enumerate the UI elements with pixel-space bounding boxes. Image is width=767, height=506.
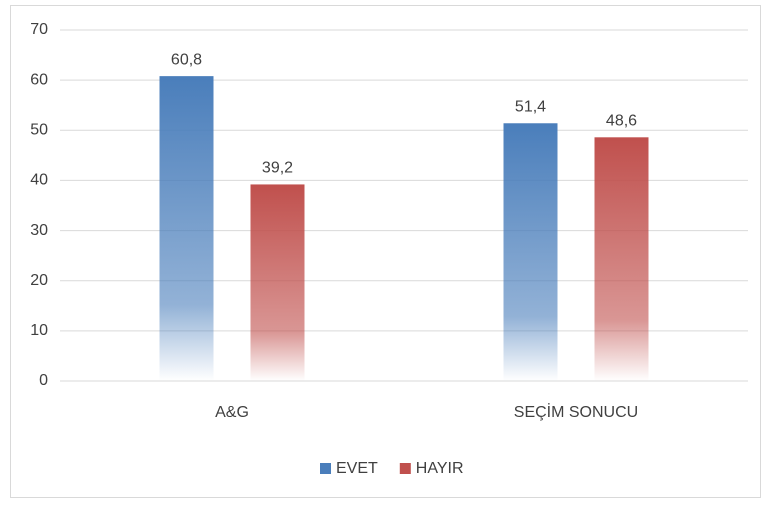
y-tick-label: 50	[30, 122, 48, 139]
y-tick-label: 40	[30, 172, 48, 189]
bar	[250, 184, 305, 381]
data-label: 60,8	[171, 51, 202, 68]
x-tick-label: SEÇİM SONUCU	[514, 402, 638, 421]
x-tick-label: A&G	[215, 404, 249, 421]
data-label: 39,2	[262, 160, 293, 177]
data-label: 51,4	[515, 98, 546, 115]
y-tick-label: 20	[30, 272, 48, 289]
y-tick-label: 60	[30, 71, 48, 88]
bar	[594, 137, 649, 381]
y-tick-label: 10	[30, 322, 48, 339]
bar	[159, 76, 214, 381]
legend-swatch	[399, 463, 411, 474]
legend-swatch	[320, 463, 331, 474]
y-tick-label: 0	[39, 372, 48, 389]
y-tick-label: 30	[30, 222, 48, 239]
legend-label: EVET	[336, 460, 378, 477]
bar	[503, 123, 558, 381]
data-label: 48,6	[606, 113, 637, 130]
legend-label: HAYIR	[416, 460, 464, 477]
y-tick-label: 70	[30, 21, 48, 38]
